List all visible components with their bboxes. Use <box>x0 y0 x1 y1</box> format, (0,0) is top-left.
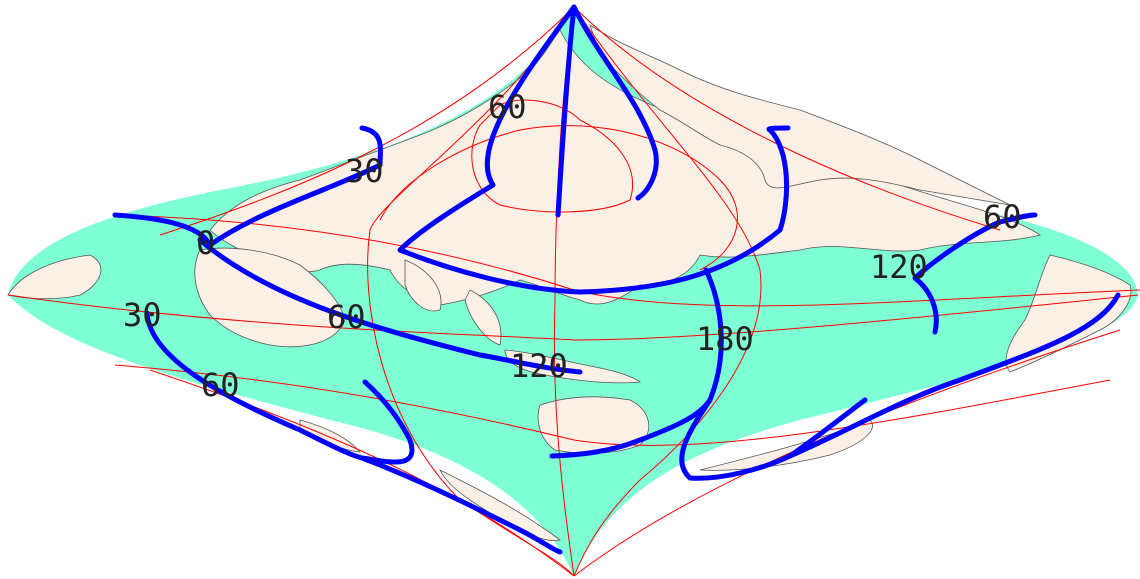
label-lat-60: 60 <box>488 88 527 126</box>
overlay-curve <box>197 237 583 375</box>
overlay-curve <box>112 125 383 248</box>
label-lon-60: 60 <box>327 298 366 336</box>
graticule-line <box>159 6 575 236</box>
land-africa <box>194 247 346 348</box>
graticule-line <box>7 294 1139 341</box>
overlay-curve <box>144 310 415 465</box>
label-lat-30: 30 <box>345 152 384 190</box>
graticule-line <box>149 369 575 577</box>
label-lon-e60: 60 <box>983 198 1022 236</box>
overlay-curve <box>679 292 1121 481</box>
label-lon-120: 120 <box>510 347 568 385</box>
overlay-curve <box>787 397 868 459</box>
graticule-line <box>573 6 1001 231</box>
label-lat-s60: 60 <box>201 366 240 404</box>
overlay-curve <box>359 455 563 555</box>
overlay-curves <box>112 4 1121 555</box>
overlay-curve <box>571 4 659 201</box>
graticule-line <box>367 6 575 577</box>
land-west-wrap <box>7 254 102 300</box>
land-indonesia <box>504 349 642 384</box>
land-indochina <box>464 289 502 346</box>
label-lat-0: 0 <box>196 224 215 262</box>
graticule-labels: 60 30 0 30 60 60 120 180 120 60 <box>123 88 1022 404</box>
label-lon-e120: 120 <box>870 248 928 286</box>
land-south-asia <box>404 259 442 312</box>
overlay-curve <box>912 212 1038 335</box>
graticule-line <box>573 6 762 577</box>
graticule-line <box>114 364 1111 446</box>
label-lat-s30: 30 <box>123 296 162 334</box>
land-north-america <box>589 24 1011 206</box>
label-lon-180: 180 <box>696 320 754 358</box>
graticule-line <box>379 125 738 271</box>
overlay-curve <box>549 267 724 459</box>
